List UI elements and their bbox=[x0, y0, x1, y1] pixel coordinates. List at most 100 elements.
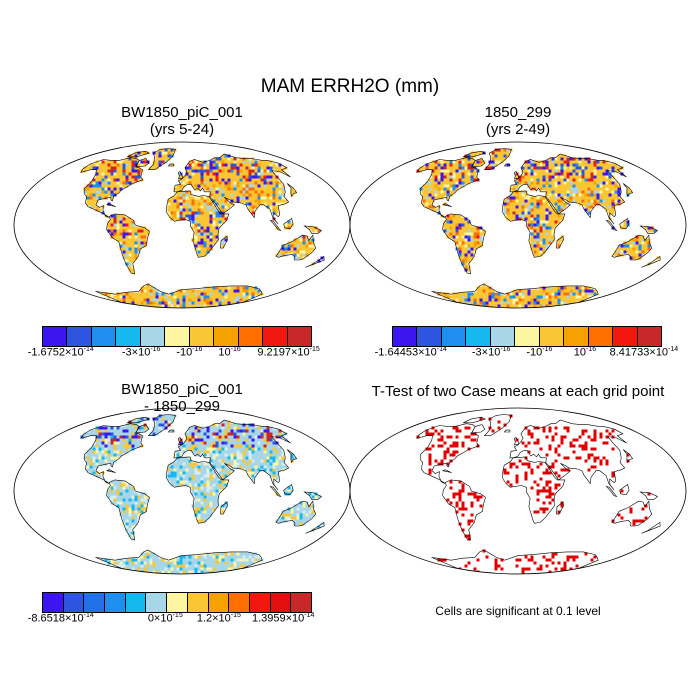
grid-cell bbox=[455, 244, 459, 248]
grid-cell bbox=[575, 172, 579, 176]
grid-cell bbox=[431, 169, 435, 173]
grid-cell bbox=[242, 295, 246, 299]
grid-cell bbox=[623, 247, 627, 251]
grid-cell bbox=[110, 426, 114, 430]
grid-cell bbox=[242, 423, 246, 427]
grid-cell bbox=[200, 301, 204, 305]
grid-cell bbox=[446, 232, 450, 236]
coastline-iceland bbox=[167, 429, 175, 433]
grid-cell bbox=[491, 429, 495, 433]
grid-cell bbox=[545, 471, 549, 475]
grid-cell bbox=[524, 462, 528, 466]
grid-cell bbox=[500, 567, 504, 571]
grid-cell bbox=[128, 486, 132, 490]
grid-cell bbox=[179, 558, 183, 562]
grid-cell bbox=[530, 226, 534, 230]
grid-cell bbox=[272, 459, 276, 463]
grid-cell bbox=[227, 420, 231, 424]
grid-cell bbox=[245, 444, 249, 448]
grid-cell bbox=[599, 187, 603, 191]
grid-cell bbox=[428, 193, 432, 197]
grid-cell bbox=[260, 426, 264, 430]
grid-cell bbox=[230, 301, 234, 305]
grid-cell bbox=[143, 417, 147, 421]
grid-cell bbox=[578, 456, 582, 460]
grid-cell bbox=[110, 295, 114, 299]
grid-cell bbox=[107, 453, 111, 457]
grid-cell bbox=[194, 166, 198, 170]
grid-cell bbox=[506, 151, 510, 155]
significance-note: Cells are significant at 0.1 level bbox=[435, 604, 601, 618]
grid-cell bbox=[242, 447, 246, 451]
grid-cell bbox=[566, 468, 570, 472]
grid-cell bbox=[572, 450, 576, 454]
grid-cell bbox=[110, 498, 114, 502]
grid-cell bbox=[653, 259, 657, 263]
grid-cell bbox=[230, 169, 234, 173]
grid-cell bbox=[551, 190, 555, 194]
grid-cell bbox=[128, 235, 132, 239]
grid-cell bbox=[596, 199, 600, 203]
grid-cell bbox=[644, 504, 648, 508]
grid-cell bbox=[266, 205, 270, 209]
grid-cell bbox=[575, 555, 579, 559]
grid-cell bbox=[122, 495, 126, 499]
grid-cell bbox=[248, 453, 252, 457]
grid-cell bbox=[218, 438, 222, 442]
grid-cell bbox=[500, 301, 504, 305]
grid-cell bbox=[545, 205, 549, 209]
grid-cell bbox=[305, 516, 309, 520]
grid-cell bbox=[569, 199, 573, 203]
grid-cell bbox=[194, 447, 198, 451]
grid-cell bbox=[122, 510, 126, 514]
grid-cell bbox=[506, 304, 510, 308]
grid-cell bbox=[611, 184, 615, 188]
grid-cell bbox=[191, 465, 195, 469]
grid-cell bbox=[632, 522, 636, 526]
grid-cell bbox=[125, 429, 129, 433]
grid-cell bbox=[98, 474, 102, 478]
grid-cell bbox=[200, 489, 204, 493]
grid-cell bbox=[116, 235, 120, 239]
grid-cell bbox=[446, 229, 450, 233]
grid-cell bbox=[206, 247, 210, 251]
grid-cell bbox=[305, 244, 309, 248]
grid-cell bbox=[104, 193, 108, 197]
grid-cell bbox=[209, 226, 213, 230]
grid-cell bbox=[239, 435, 243, 439]
grid-cell bbox=[212, 205, 216, 209]
grid-cell bbox=[230, 292, 234, 296]
grid-cell bbox=[206, 196, 210, 200]
grid-cell bbox=[581, 187, 585, 191]
grid-cell bbox=[473, 495, 477, 499]
grid-cell bbox=[212, 190, 216, 194]
grid-cell bbox=[218, 175, 222, 179]
grid-cell bbox=[140, 426, 144, 430]
grid-cell bbox=[122, 181, 126, 185]
grid-cell bbox=[146, 289, 150, 293]
grid-cell bbox=[242, 166, 246, 170]
grid-cell bbox=[143, 504, 147, 508]
grid-cell bbox=[221, 555, 225, 559]
grid-cell bbox=[206, 295, 210, 299]
grid-cell bbox=[509, 301, 513, 305]
grid-cell bbox=[554, 447, 558, 451]
grid-cell bbox=[134, 435, 138, 439]
grid-cell bbox=[206, 516, 210, 520]
grid-cell bbox=[590, 175, 594, 179]
grid-cell bbox=[140, 561, 144, 565]
grid-cell bbox=[287, 247, 291, 251]
grid-cell bbox=[563, 190, 567, 194]
grid-cell bbox=[134, 244, 138, 248]
grid-cell bbox=[92, 447, 96, 451]
grid-cell bbox=[533, 241, 537, 245]
grid-cell bbox=[224, 157, 228, 161]
grid-cell bbox=[266, 178, 270, 182]
grid-cell bbox=[134, 226, 138, 230]
grid-cell bbox=[197, 220, 201, 224]
grid-cell bbox=[455, 184, 459, 188]
grid-cell bbox=[515, 298, 519, 302]
grid-cell bbox=[110, 486, 114, 490]
grid-cell bbox=[218, 214, 222, 218]
grid-cell bbox=[548, 187, 552, 191]
